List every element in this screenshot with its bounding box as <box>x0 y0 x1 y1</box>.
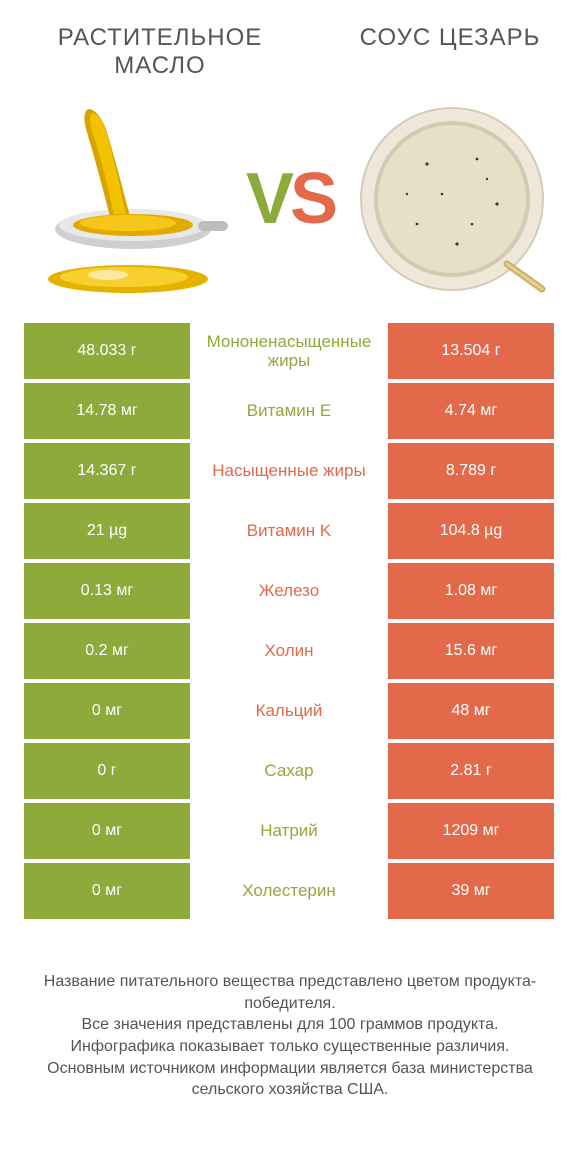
value-left: 21 µg <box>24 503 190 559</box>
nutrient-label: Сахар <box>190 743 388 799</box>
table-row: 48.033 гМононенасыщенные жиры13.504 г <box>24 323 556 379</box>
footnote-line: Все значения представлены для 100 граммо… <box>28 1014 552 1036</box>
value-right: 39 мг <box>388 863 554 919</box>
value-right: 1209 мг <box>388 803 554 859</box>
nutrient-label: Витамин K <box>190 503 388 559</box>
value-left: 0.2 мг <box>24 623 190 679</box>
value-right: 8.789 г <box>388 443 554 499</box>
table-row: 0 мгНатрий1209 мг <box>24 803 556 859</box>
value-left: 14.78 мг <box>24 383 190 439</box>
value-left: 0 мг <box>24 803 190 859</box>
value-right: 48 мг <box>388 683 554 739</box>
value-right: 4.74 мг <box>388 383 554 439</box>
header: РАСТИТЕЛЬНОЕ МАСЛО СОУС ЦЕЗАРЬ <box>0 0 580 89</box>
table-row: 0.13 мгЖелезо1.08 мг <box>24 563 556 619</box>
vs-s: S <box>290 159 334 239</box>
nutrient-label: Кальций <box>190 683 388 739</box>
nutrient-label: Холин <box>190 623 388 679</box>
value-left: 0 мг <box>24 683 190 739</box>
table-row: 0 гСахар2.81 г <box>24 743 556 799</box>
comparison-table: 48.033 гМононенасыщенные жиры13.504 г14.… <box>0 323 580 919</box>
value-left: 0 мг <box>24 863 190 919</box>
nutrient-label: Мононенасыщенные жиры <box>190 323 388 379</box>
nutrient-label: Насыщенные жиры <box>190 443 388 499</box>
vs-v: V <box>246 159 290 239</box>
footnote-line: Название питательного вещества представл… <box>28 971 552 1014</box>
nutrient-label: Витамин E <box>190 383 388 439</box>
value-left: 48.033 г <box>24 323 190 379</box>
images-row: VS <box>0 89 580 323</box>
table-row: 14.367 гНасыщенные жиры8.789 г <box>24 443 556 499</box>
table-row: 0.2 мгХолин15.6 мг <box>24 623 556 679</box>
footnote-line: Инфографика показывает только существенн… <box>28 1036 552 1058</box>
product-title-right: СОУС ЦЕЗАРЬ <box>350 24 550 79</box>
product-title-left: РАСТИТЕЛЬНОЕ МАСЛО <box>30 24 290 79</box>
value-right: 15.6 мг <box>388 623 554 679</box>
footnote-line: Основным источником информации является … <box>28 1058 552 1101</box>
value-right: 104.8 µg <box>388 503 554 559</box>
nutrient-label: Натрий <box>190 803 388 859</box>
table-row: 0 мгКальций48 мг <box>24 683 556 739</box>
product-image-right <box>352 99 552 299</box>
table-row: 0 мгХолестерин39 мг <box>24 863 556 919</box>
footnotes: Название питательного вещества представл… <box>0 923 580 1101</box>
value-right: 2.81 г <box>388 743 554 799</box>
table-row: 14.78 мгВитамин E4.74 мг <box>24 383 556 439</box>
value-right: 13.504 г <box>388 323 554 379</box>
nutrient-label: Железо <box>190 563 388 619</box>
vs-label: VS <box>246 158 334 240</box>
product-image-left <box>28 99 228 299</box>
value-left: 14.367 г <box>24 443 190 499</box>
table-row: 21 µgВитамин K104.8 µg <box>24 503 556 559</box>
nutrient-label: Холестерин <box>190 863 388 919</box>
value-left: 0.13 мг <box>24 563 190 619</box>
value-right: 1.08 мг <box>388 563 554 619</box>
value-left: 0 г <box>24 743 190 799</box>
